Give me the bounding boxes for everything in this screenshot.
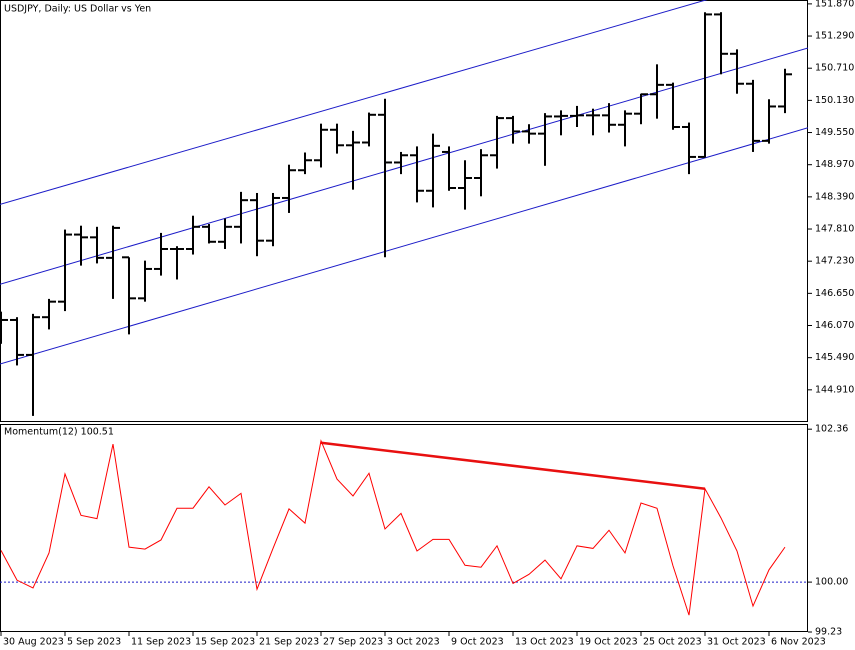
y-tick-label: 150.130 bbox=[815, 95, 854, 106]
y-tick-label: 150.710 bbox=[815, 63, 854, 74]
indicator-title: Momentum(12) 100.51 bbox=[4, 427, 114, 438]
chart-title: USDJPY, Daily: US Dollar vs Yen bbox=[4, 4, 151, 15]
y-tick-label: 147.810 bbox=[815, 224, 854, 235]
momentum-panel bbox=[0, 424, 808, 632]
x-tick-label: 19 Oct 2023 bbox=[579, 637, 638, 648]
y-tick-label: 149.550 bbox=[815, 127, 854, 138]
channel-line bbox=[0, 47, 808, 285]
price-plot bbox=[0, 0, 808, 416]
price-panel bbox=[0, 0, 808, 422]
x-tick-label: 25 Oct 2023 bbox=[643, 637, 702, 648]
y-tick-label: 144.910 bbox=[815, 384, 854, 395]
momentum-line bbox=[0, 439, 786, 616]
x-tick-label: 11 Sep 2023 bbox=[131, 637, 191, 648]
channel-line bbox=[0, 127, 808, 365]
y-tick-label: 145.490 bbox=[815, 352, 854, 363]
y-tick-label: 146.650 bbox=[815, 288, 854, 299]
x-tick-label: 5 Sep 2023 bbox=[67, 637, 121, 648]
y-tick-label: 148.970 bbox=[815, 159, 854, 170]
x-tick-label: 3 Oct 2023 bbox=[387, 637, 440, 648]
y-tick-label: 146.070 bbox=[815, 320, 854, 331]
x-tick-label: 9 Oct 2023 bbox=[451, 637, 504, 648]
channel-line bbox=[0, 0, 708, 205]
x-tick-label: 30 Aug 2023 bbox=[3, 637, 64, 648]
x-tick-label: 21 Sep 2023 bbox=[259, 637, 319, 648]
y-tick-label: 151.870 bbox=[815, 0, 854, 9]
x-tick-label: 13 Oct 2023 bbox=[515, 637, 574, 648]
y-tick-label: 147.230 bbox=[815, 256, 854, 267]
y-tick-label: 99.23 bbox=[815, 627, 842, 638]
x-tick-label: 15 Sep 2023 bbox=[195, 637, 255, 648]
y-tick-label: 102.36 bbox=[815, 424, 848, 435]
y-tick-label: 151.290 bbox=[815, 31, 854, 42]
momentum-plot bbox=[0, 439, 808, 616]
y-tick-label: 148.390 bbox=[815, 191, 854, 202]
x-tick-label: 6 Nov 2023 bbox=[771, 637, 826, 648]
y-tick-label: 100.00 bbox=[815, 577, 848, 588]
x-tick-label: 27 Sep 2023 bbox=[323, 637, 383, 648]
trend-line bbox=[320, 441, 706, 491]
x-tick-label: 31 Oct 2023 bbox=[707, 637, 766, 648]
